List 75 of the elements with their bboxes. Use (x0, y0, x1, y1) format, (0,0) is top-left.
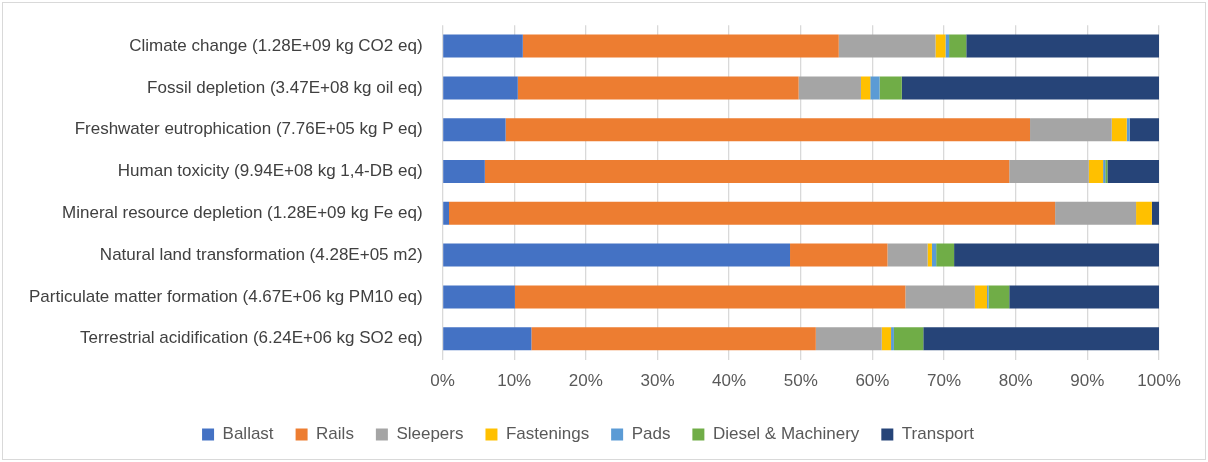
y-tick-label: Natural land transformation (4.28E+05 m2) (99, 244, 423, 264)
bar (484, 160, 1010, 183)
bar (923, 327, 1159, 351)
bar (798, 76, 861, 100)
bar (443, 243, 791, 267)
bar (870, 76, 880, 100)
x-tick-label: 100% (1137, 371, 1181, 391)
x-tick-label: 50% (783, 371, 818, 391)
y-tick-label: Human toxicity (9.94E+08 kg 1,4-DB eq) (117, 161, 423, 181)
bar (443, 201, 450, 225)
bar (505, 118, 1031, 142)
bar (1151, 201, 1159, 225)
bar (879, 76, 902, 100)
bar (443, 285, 515, 309)
bar (893, 327, 924, 351)
bar (988, 285, 1010, 309)
bar (1129, 118, 1159, 142)
bar (860, 76, 871, 100)
x-tick-label: 70% (927, 371, 962, 391)
bar (954, 243, 1159, 267)
bar (931, 243, 937, 267)
legend-label: Ballast (222, 424, 274, 444)
x-tick-label: 20% (568, 371, 603, 391)
x-tick-label: 90% (1070, 371, 1105, 391)
bar (1107, 160, 1159, 183)
legend-label: Pads (631, 424, 671, 444)
bar (838, 34, 936, 58)
bar (1030, 118, 1112, 142)
bar (936, 243, 955, 267)
y-tick-label: Mineral resource depletion (1.28E+09 kg Fe eq) (62, 202, 423, 222)
y-tick-label: Particulate matter formation (4.67E+06 kg PM10 eq) (28, 286, 423, 306)
x-tick-label: 80% (998, 371, 1033, 391)
bar (901, 76, 1159, 100)
bar (935, 34, 946, 58)
bar (1009, 285, 1159, 309)
bar (790, 243, 888, 267)
bar (891, 327, 894, 351)
bar (974, 285, 988, 309)
bar (449, 201, 1056, 225)
x-tick-label: 30% (640, 371, 675, 391)
bar (966, 34, 1159, 58)
x-tick-label: 10% (497, 371, 532, 391)
y-tick-label: Fossil depletion (3.47E+08 kg oil eq) (147, 77, 423, 97)
bar (1126, 118, 1130, 142)
bar (1088, 160, 1104, 183)
y-tick-label: Freshwater eutrophication (7.76E+05 kg P eq) (74, 119, 423, 139)
bar (443, 76, 518, 100)
bar (1111, 118, 1127, 142)
bar (514, 285, 906, 309)
y-tick-label: Climate change (1.28E+09 kg CO2 eq) (129, 35, 423, 55)
legend-label: Sleepers (396, 424, 464, 444)
legend-label: Diesel & Machinery (712, 424, 860, 444)
bar (522, 34, 839, 58)
bar (927, 243, 932, 267)
bar (1055, 201, 1137, 225)
bar (531, 327, 816, 351)
bar (443, 327, 532, 351)
legend-label: Rails (316, 424, 354, 444)
bar (949, 34, 967, 58)
bar (881, 327, 892, 351)
bar (887, 243, 928, 267)
bar (517, 76, 799, 100)
y-tick-label: Terrestrial acidification (6.24E+06 kg SO2 eq) (80, 328, 423, 348)
legend-label: Fastenings (505, 424, 590, 444)
bar (1009, 160, 1089, 183)
bar (443, 160, 485, 183)
bar (905, 285, 975, 309)
bar (443, 34, 523, 58)
bar (1136, 201, 1152, 225)
bar (443, 118, 506, 142)
x-tick-label: 0% (430, 371, 455, 391)
legend-label: Transport (901, 424, 975, 444)
x-tick-label: 40% (712, 371, 747, 391)
x-tick-label: 60% (855, 371, 890, 391)
bar (815, 327, 882, 351)
